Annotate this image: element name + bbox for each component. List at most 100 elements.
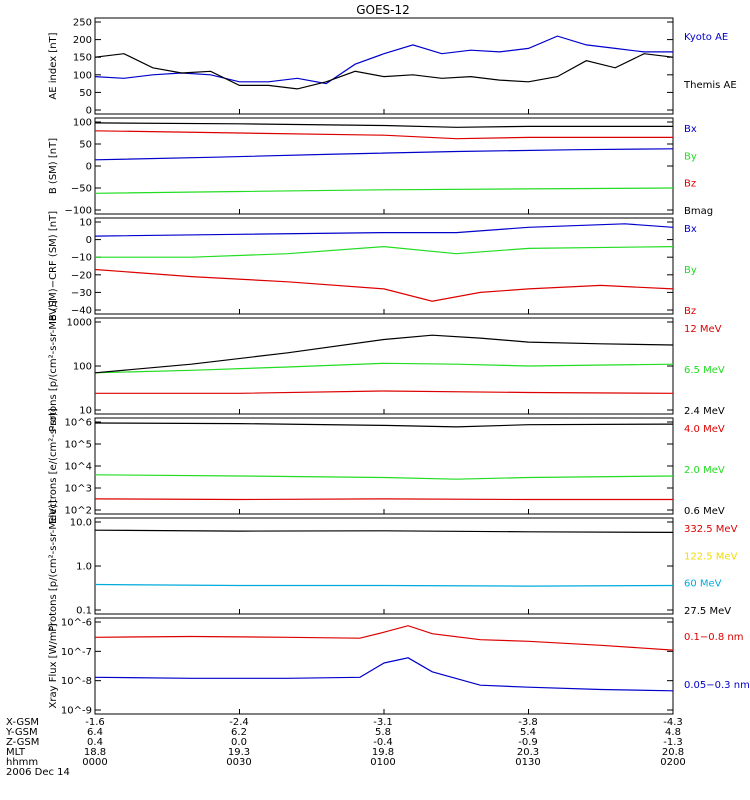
y-tick-label: 200 [73,35,92,46]
series-line-5-1 [94,498,673,501]
y-tick-label: 10^2 [65,506,92,517]
time-row-value: 6.2 [231,727,247,738]
time-row-value: -3.8 [518,717,538,728]
time-row-label: hhmm [6,757,38,768]
time-row-label: MLT [6,747,26,758]
y-tick-label: 100 [73,70,92,81]
y-tick-label: −10 [71,253,92,264]
series-line-4-2 [94,362,674,374]
time-row-value: 20.8 [662,747,684,758]
time-row-value: -1.6 [85,717,105,728]
legend-entry: Bx [684,124,697,135]
y-tick-label: −50 [71,184,92,195]
y-tick-label: 10^5 [65,440,92,451]
time-row-value: -4.3 [663,717,683,728]
y-tick-label: 150 [73,53,92,64]
panel-4: 1000 100 10 Protons [p/(cm²-s-sr-MeV)] 12 Me… [48,300,725,432]
time-row-value: 0200 [660,757,685,768]
y-axis-label: AE index [nT] [48,32,59,99]
series-line-4-3 [94,334,674,374]
legend-entry: 4.0 MeV [684,424,725,435]
time-row-label: Z-GSM [6,737,39,748]
y-tick-label: 0.1 [76,606,92,617]
time-row-value: -3.1 [373,717,393,728]
legend-entry: By [684,151,697,162]
series-line-5-3 [94,422,674,428]
series-line-6-3 [94,583,674,587]
y-tick-label: 0 [86,162,92,173]
time-row-value: 19.8 [372,747,394,758]
panel-6: 10.0 1.0 0.1 Protons [p/(cm²-s-sr-MeV)] 332.… [48,500,738,632]
time-row-label: Y-GSM [5,727,38,738]
series-line-3-2 [95,245,674,258]
time-row-value: 4.8 [665,727,681,738]
panel-1: 250 200 150 100 50 0 AE index [nT] Kyoto AE Them… [48,17,737,117]
legend-entry: 2.4 MeV [684,406,725,417]
legend-entry: Bz [684,306,696,317]
y-axis-label: Protons [p/(cm²-s-sr-MeV)] [48,500,59,632]
legend-entry: 0.1−0.8 nm [684,632,743,643]
legend-entry: Bmag [684,206,713,217]
y-tick-label: 0 [86,106,92,117]
y-axis-label: Xray Flux [W/m²] [48,623,59,708]
legend-entry: 6.5 MeV [684,365,725,376]
y-tick-label: −100 [65,206,92,217]
legend-entry: 27.5 MeV [684,606,731,617]
series-line-2-3 [94,130,673,140]
legend-entry: 122.5 MeV [684,551,738,562]
y-axis-label: Protons [p/(cm²-s-sr-MeV)] [48,300,59,432]
y-tick-label: −30 [71,288,92,299]
y-tick-label: 100 [73,362,92,373]
time-row-value: 0.0 [231,737,247,748]
series-line-4-1 [95,390,674,394]
series-line-6-4 [94,529,674,534]
y-tick-label: 10^6 [65,418,92,429]
y-tick-label: −20 [71,270,92,281]
time-row-label: X-GSM [6,717,39,728]
y-tick-label: 100 [73,118,92,129]
y-axis-label: Electrons [e/(cm²-s-sr)] [48,408,59,524]
y-tick-label: 250 [73,18,92,29]
y-tick-label: 1.0 [76,562,92,573]
legend-entry: By [684,265,697,276]
series-line-1-2 [94,53,674,90]
y-tick-label: 0 [86,235,92,246]
y-tick-label: 10^-6 [61,618,92,629]
time-row-value: -0.9 [518,737,538,748]
panel-3: 10 0 −10 −20 −30 −40 B (SM)−CRF (SM) [nT] Bx By B… [48,211,697,321]
time-row-value: -1.3 [663,737,683,748]
time-row-value: 0000 [82,757,107,768]
legend-entry: 332.5 MeV [684,524,738,535]
series-line-5-2 [94,474,674,480]
y-tick-label: 10 [79,218,92,229]
legend-entry: Bx [684,224,697,235]
y-tick-label: 10.0 [70,518,92,529]
panel-frame [94,317,674,415]
time-row-value: 0.4 [87,737,103,748]
legend-entry: 0.05−0.3 nm [684,680,750,691]
time-row-value: -0.4 [373,737,393,748]
time-row-value: 0130 [515,757,540,768]
panel-frame [94,17,674,115]
time-row-value: 20.3 [517,747,539,758]
series-line-7-1 [94,625,674,651]
y-axis-label: B (SM) [nT] [48,138,59,194]
time-row-value: 6.4 [87,727,103,738]
time-row-value: 19.3 [228,747,250,758]
series-line-2-1 [94,148,674,161]
legend-entry: 60 MeV [684,579,722,590]
series-line-1-1 [94,35,673,85]
y-tick-label: 10^-8 [61,676,92,687]
panel-2: 100 50 0 −50 −100 B (SM) [nT] Bx By Bz Bmag [48,117,713,217]
y-axis-label: B (SM)−CRF (SM) [nT] [48,211,59,321]
y-tick-label: 1000 [67,318,92,329]
series-line-3-3 [94,268,674,302]
legend-entry: 12 MeV [684,324,722,335]
y-tick-label: 50 [79,140,92,151]
legend-entry: Kyoto AE [684,32,728,43]
figure-title: GOES-12 [356,3,410,17]
y-tick-label: 10^3 [65,484,92,495]
legend-entry: 0.6 MeV [684,506,725,517]
